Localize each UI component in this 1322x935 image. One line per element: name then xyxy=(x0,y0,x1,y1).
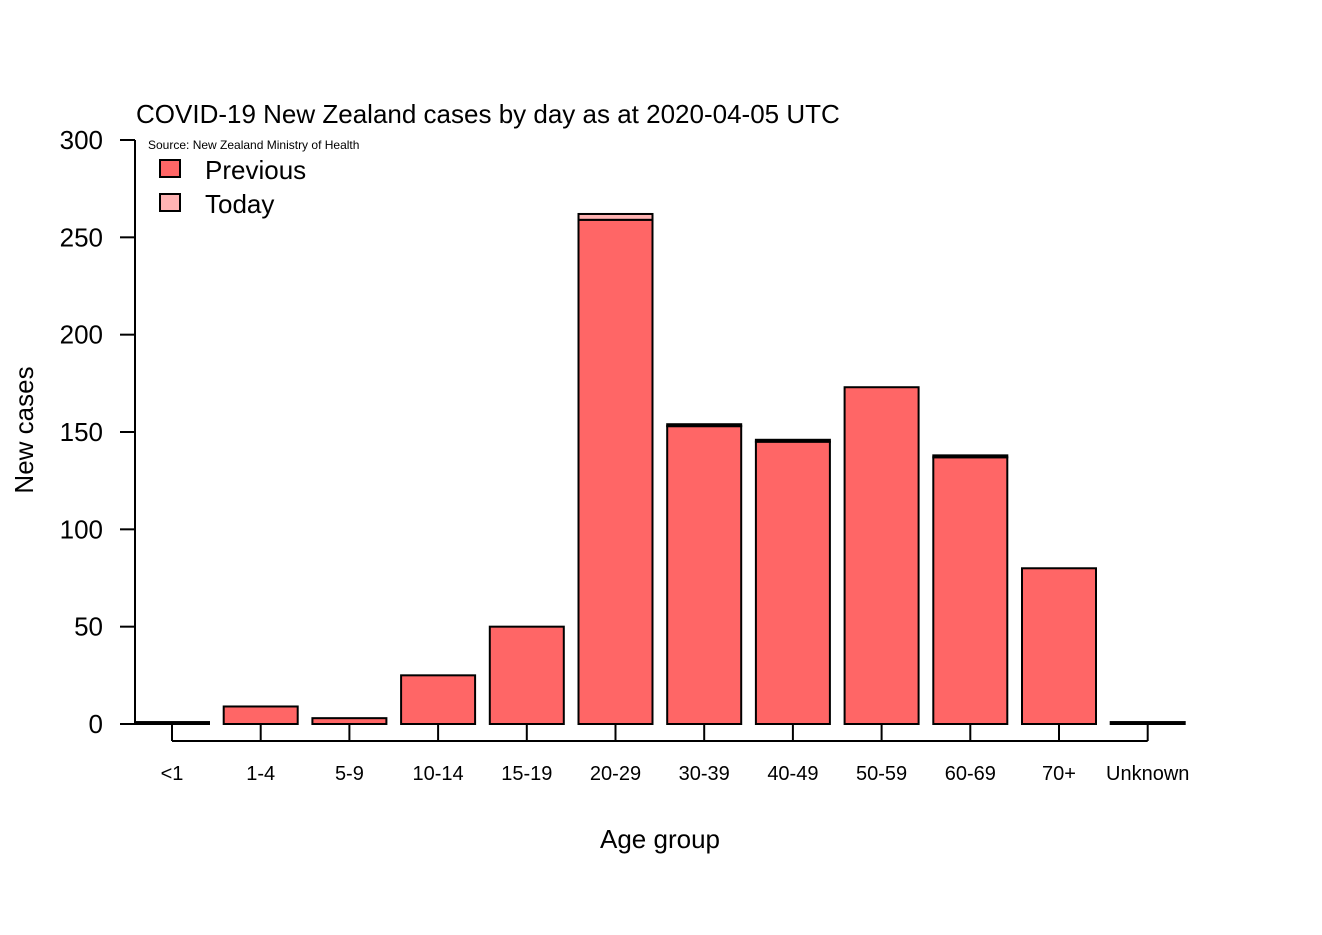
legend-swatch-previous xyxy=(159,159,181,178)
x-tick-label: 5-9 xyxy=(335,763,364,785)
bar-previous xyxy=(577,218,654,726)
bars-group xyxy=(134,212,1186,726)
x-axis-title: Age group xyxy=(600,824,720,854)
x-tick-label: 30-39 xyxy=(679,763,730,785)
chart-title: COVID-19 New Zealand cases by day as at … xyxy=(136,99,840,129)
y-axis: 0 50 100 150 200 250 300 xyxy=(60,125,136,739)
bar-today xyxy=(754,438,831,443)
chart-source: Source: New Zealand Ministry of Health xyxy=(148,138,359,152)
legend-swatch-today xyxy=(159,193,181,212)
x-tick-label: 10-14 xyxy=(413,763,464,785)
bar-previous xyxy=(1109,721,1186,726)
bar-previous xyxy=(488,625,565,726)
legend-label-previous: Previous xyxy=(205,155,306,185)
y-tick-label: 150 xyxy=(60,417,103,447)
x-tick-label: 60-69 xyxy=(945,763,996,785)
bar-previous xyxy=(311,717,388,725)
bar-today xyxy=(666,423,743,428)
x-tick-label: 15-19 xyxy=(501,763,552,785)
bar-today xyxy=(577,212,654,221)
bar-previous xyxy=(843,386,920,725)
x-tick-label: Unknown xyxy=(1106,763,1189,785)
y-tick-label: 250 xyxy=(60,222,103,252)
x-tick-label: 70+ xyxy=(1042,763,1076,785)
bar-previous xyxy=(222,705,299,725)
y-tick-label: 300 xyxy=(60,125,103,155)
x-tick-label: 50-59 xyxy=(856,763,907,785)
bar-previous xyxy=(932,456,1009,725)
y-axis-title: New cases xyxy=(9,366,39,493)
legend: Previous Today xyxy=(159,155,306,219)
x-tick-label: 40-49 xyxy=(767,763,818,785)
x-tick-label: 20-29 xyxy=(590,763,641,785)
bar-previous xyxy=(666,425,743,725)
bar-previous xyxy=(134,721,210,726)
y-tick-label: 50 xyxy=(74,612,103,642)
x-tick-label: <1 xyxy=(161,763,184,785)
bar-previous xyxy=(1021,567,1097,725)
y-tick-label: 100 xyxy=(60,514,103,544)
bar-previous xyxy=(400,674,477,725)
y-tick-label: 0 xyxy=(89,709,103,739)
x-axis: <1 1-4 5-9 10-14 15-19 20-29 30-39 40-49 50-59 60… xyxy=(161,724,1189,785)
bar-previous xyxy=(754,440,831,725)
x-tick-label: 1-4 xyxy=(246,763,275,785)
y-tick-label: 200 xyxy=(60,320,103,350)
bar-today xyxy=(932,454,1009,459)
legend-label-today: Today xyxy=(205,189,274,219)
